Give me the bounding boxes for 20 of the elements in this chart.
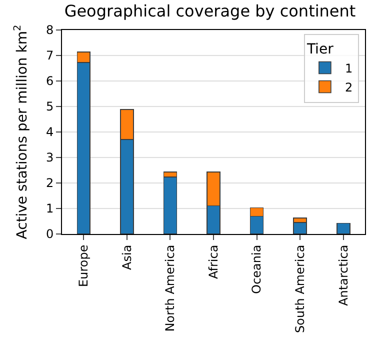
y-tick-label: 6 <box>46 74 54 88</box>
legend-label: 1 <box>344 61 353 76</box>
x-tick-label: Europe <box>76 244 91 288</box>
y-tick-label: 1 <box>46 202 54 216</box>
y-tick-label: 2 <box>46 176 54 190</box>
y-tick-label: 3 <box>46 150 54 165</box>
x-tick-label: Oceania <box>250 244 264 294</box>
x-tick-label: North America <box>163 244 178 332</box>
x-tick-label: Asia <box>120 244 134 270</box>
legend-label: 2 <box>344 80 353 94</box>
y-tick-label: 7 <box>46 48 54 63</box>
y-tick-label: 0 <box>46 227 54 242</box>
chart-title: Geographical coverage by continent <box>64 1 356 20</box>
x-tick-label: Africa <box>206 244 220 280</box>
x-tick-label: South America <box>292 244 307 334</box>
legend-title: Tier <box>306 41 334 58</box>
y-tick-label: 5 <box>46 100 54 114</box>
y-tick-label: 8 <box>46 23 54 38</box>
x-tick-label: Antarctica <box>336 244 350 306</box>
y-tick-label: 4 <box>46 125 54 140</box>
